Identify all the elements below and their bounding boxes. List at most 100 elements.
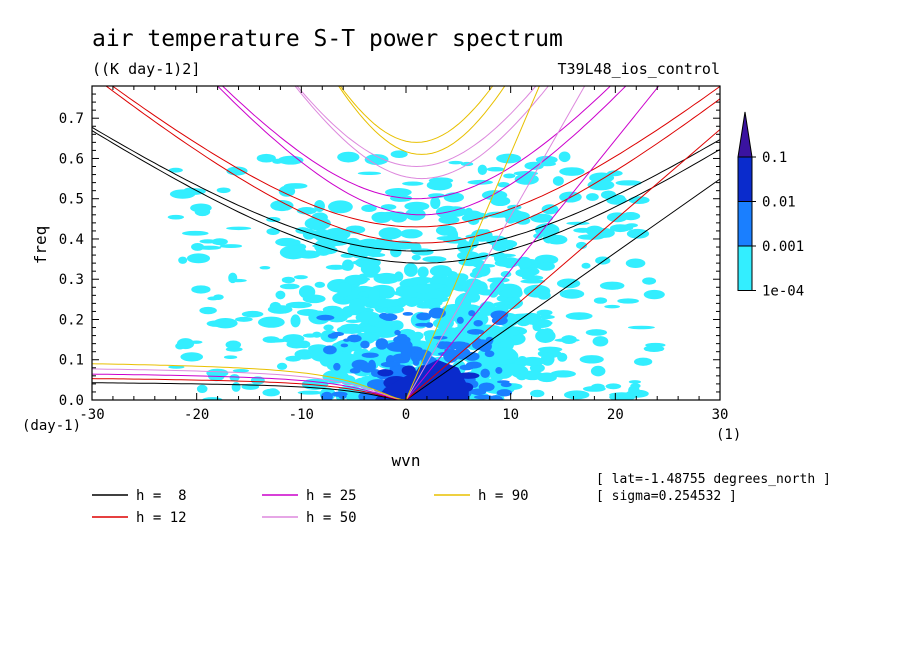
spectrum-cell: [232, 369, 250, 373]
colorbar-segment: [737, 156, 753, 202]
spectrum-cell: [628, 385, 640, 396]
spectrum-cell: [168, 365, 185, 369]
spectrum-cell: [328, 200, 353, 214]
spectrum-cell: [196, 245, 222, 250]
x-tick-label: 10: [502, 407, 519, 423]
ig-curve-h50-n1: [294, 86, 549, 180]
ig-curve-h12-n1: [105, 86, 720, 244]
spectrum-cell: [178, 256, 188, 264]
spectrum-cell: [581, 262, 591, 269]
y-axis: 0.0 0.1 0.2 0.3 0.4 0.5 0.6 0.7: [59, 93, 720, 409]
spectrum-cell: [515, 268, 536, 278]
spectrum-cell: [490, 196, 511, 207]
spectrum-cell: [473, 319, 483, 327]
spectrum-cell: [259, 266, 271, 270]
legend-label-h25: h = 25: [306, 488, 357, 504]
experiment-label: T39L48_ios_control: [557, 60, 720, 78]
spectrum-cell: [353, 349, 370, 362]
mrg-curve-h50: [92, 368, 407, 400]
spectrum-cell: [465, 361, 482, 369]
spectrum-cell: [294, 349, 315, 360]
spectrum-cell: [537, 346, 563, 353]
spectrum-cell: [206, 320, 227, 327]
spectrum-cell: [270, 200, 294, 212]
spectrum-cell: [396, 296, 421, 306]
spectrum-cell: [364, 154, 389, 166]
spectrum-cell: [168, 167, 183, 173]
spectrum-cell: [520, 279, 546, 284]
spectrum-cell: [402, 181, 424, 186]
spectrum-cell: [235, 316, 253, 322]
spectrum-cell: [194, 207, 211, 217]
spectrum-cell: [296, 250, 321, 259]
x-tick-label: -20: [184, 407, 209, 423]
spectrum-cell: [324, 234, 348, 244]
spectrum-cell: [390, 246, 402, 258]
spectrum-cell: [231, 382, 241, 392]
spectrum-cell: [552, 176, 564, 186]
spectrum-cell: [625, 258, 646, 268]
colorbar-segment: [737, 245, 753, 291]
spectrum-cell: [297, 390, 323, 395]
colorbar-label: 0.01: [762, 195, 796, 211]
colorbar-label: 1e-04: [762, 284, 804, 300]
kelvin-curve-h12: [405, 129, 720, 400]
kelvin-curve-h25: [405, 86, 660, 400]
spectrum-cell: [563, 390, 590, 400]
colorbar-label: 0.1: [762, 150, 787, 166]
ig-curve-h8-n1: [92, 130, 720, 264]
spectrum-cell: [503, 173, 516, 179]
spectrum-cell: [180, 352, 204, 362]
y-tick-label: 0.5: [59, 192, 84, 208]
spectrum-cell: [429, 265, 452, 278]
colorbar-extend-top: [737, 111, 753, 158]
spectrum-cell: [600, 190, 617, 200]
spectrum-cell: [590, 383, 605, 391]
spectrum-cell: [199, 306, 217, 315]
spectrum-cell: [530, 213, 554, 223]
spectrum-cell: [304, 216, 331, 231]
colorbar: 0.1 0.01 0.001 1e-04: [737, 111, 804, 300]
latitude-annotation: [ lat=-1.48755 degrees_north ]: [596, 472, 831, 487]
spectrum-cell: [358, 326, 382, 333]
chart-title: air temperature S-T power spectrum: [92, 26, 563, 52]
y-unit-label: (day-1): [22, 418, 81, 434]
spectrum-cell: [536, 314, 555, 320]
spectrum-cell: [412, 284, 433, 294]
kelvin-curve-h8: [405, 178, 720, 400]
spectrum-cell: [643, 345, 665, 353]
spectrum-cell: [433, 335, 448, 340]
spectrum-cell: [378, 227, 403, 240]
spectrum-cell: [181, 230, 209, 236]
spectrum-cell: [422, 256, 447, 263]
spectrum-cell: [495, 257, 520, 263]
spectrum-cell: [642, 277, 657, 285]
spectrum-cell: [484, 350, 495, 358]
spectrum-cell: [586, 193, 599, 201]
spectrum-cell: [498, 304, 521, 310]
spectrum-cell: [404, 201, 430, 211]
spectrum-cell: [331, 331, 344, 337]
spectrum-cell: [380, 204, 397, 210]
ig-curve-h90-n1: [338, 86, 506, 155]
spectrum-cell: [361, 204, 377, 212]
spectrum-cell: [566, 221, 590, 225]
spectrum-cell: [497, 380, 510, 384]
spectrum-cell: [338, 393, 347, 400]
legend: h = 8 h = 12 h = 25 h = 50 h = 90: [92, 488, 529, 526]
spectrum-cell: [275, 290, 286, 300]
ig-curve-h25-n1: [216, 86, 627, 216]
spectrum-cell: [211, 238, 228, 246]
spectrum-cell: [415, 322, 431, 327]
spectrum-cell: [357, 171, 382, 175]
spectrum-cell: [344, 274, 369, 286]
mrg-curve-h12: [92, 378, 407, 400]
spectrum-cell: [262, 336, 280, 343]
ig-curve-h25-n2: [221, 86, 612, 200]
ig-curve-h8-n2: [92, 126, 720, 252]
spectrum-cell: [579, 355, 604, 364]
spectrum-cell: [323, 345, 337, 355]
legend-label-h12: h = 12: [136, 510, 187, 526]
y-tick-label: 0.1: [59, 353, 84, 369]
